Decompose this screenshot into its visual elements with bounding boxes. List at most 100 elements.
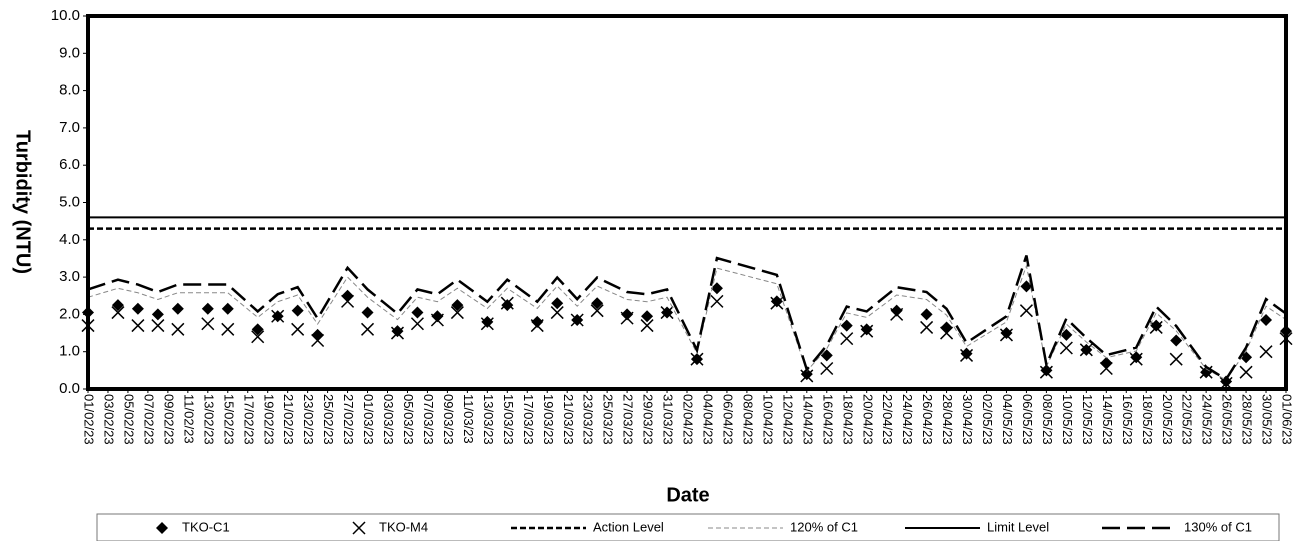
x-tick-label: 27/03/23 bbox=[621, 394, 636, 445]
diamond-marker bbox=[920, 308, 933, 321]
x-marker bbox=[1079, 343, 1093, 357]
x-marker bbox=[271, 309, 285, 323]
x-marker bbox=[221, 322, 235, 336]
diamond-marker bbox=[291, 304, 304, 317]
diamond-marker bbox=[890, 304, 903, 317]
x-tick-label: 26/05/23 bbox=[1220, 394, 1235, 445]
x-tick-label: 31/03/23 bbox=[661, 394, 676, 445]
y-tick-label: 9.0 bbox=[59, 44, 80, 61]
x-tick-label: 29/03/23 bbox=[641, 394, 656, 445]
x-marker bbox=[820, 361, 834, 376]
x-marker bbox=[131, 319, 145, 333]
y-tick-label: 10.0 bbox=[51, 7, 80, 24]
diamond-marker bbox=[431, 310, 444, 323]
x-marker bbox=[890, 307, 904, 321]
x-tick-label: 23/02/23 bbox=[301, 394, 316, 445]
x-marker bbox=[940, 326, 954, 340]
x-marker bbox=[660, 306, 674, 320]
diamond-marker bbox=[311, 328, 324, 341]
x-tick-label: 11/03/23 bbox=[461, 394, 476, 444]
x-tick-label: 06/05/23 bbox=[1020, 394, 1035, 445]
diamond-marker bbox=[710, 282, 723, 295]
diamond-marker bbox=[391, 325, 404, 338]
diamond-marker bbox=[1260, 313, 1273, 326]
x-marker bbox=[530, 319, 544, 333]
x-marker bbox=[1239, 365, 1253, 379]
diamond-marker bbox=[860, 323, 873, 336]
x-tick-label: 04/05/23 bbox=[1000, 394, 1015, 445]
x-marker bbox=[770, 296, 784, 310]
x-tick-label: 25/03/23 bbox=[601, 394, 616, 445]
diamond-marker bbox=[411, 306, 424, 319]
x-tick-label: 15/02/23 bbox=[221, 394, 236, 445]
x-tick-label: 06/04/23 bbox=[720, 394, 735, 445]
diamond-marker bbox=[1130, 351, 1143, 364]
x-tick-label: 20/04/23 bbox=[860, 394, 875, 445]
x-tick-label: 24/05/23 bbox=[1200, 394, 1215, 445]
x-tick-label: 02/05/23 bbox=[980, 394, 995, 445]
x-marker bbox=[390, 326, 405, 340]
x-tick-label: 09/02/23 bbox=[161, 394, 176, 445]
diamond-marker bbox=[151, 308, 164, 321]
x-tick-label: 13/02/23 bbox=[201, 394, 216, 445]
x-marker bbox=[920, 320, 934, 334]
x-marker bbox=[311, 333, 325, 348]
legend-label: Limit Level bbox=[987, 519, 1049, 534]
x-tick-label: 02/04/23 bbox=[681, 394, 696, 445]
x-marker bbox=[1149, 320, 1163, 334]
x-marker bbox=[291, 322, 305, 336]
x-tick-label: 19/03/23 bbox=[541, 394, 556, 445]
x-marker bbox=[1129, 352, 1143, 366]
x-tick-label: 05/03/23 bbox=[401, 394, 416, 445]
diamond-marker bbox=[960, 347, 973, 360]
x-marker bbox=[999, 328, 1014, 342]
x-marker bbox=[171, 322, 185, 336]
x-marker bbox=[480, 317, 494, 331]
x-marker bbox=[1059, 341, 1073, 355]
x-tick-label: 01/06/23 bbox=[1280, 394, 1295, 445]
x-marker bbox=[710, 294, 724, 308]
x-tick-label: 11/02/23 bbox=[181, 394, 196, 444]
legend-label: 130% of C1 bbox=[1184, 519, 1252, 534]
x-tick-label: 07/02/23 bbox=[141, 394, 156, 445]
y-tick-label: 4.0 bbox=[59, 231, 80, 248]
diamond-marker bbox=[111, 299, 124, 312]
diamond-marker bbox=[531, 315, 544, 328]
x-tick-label: 01/03/23 bbox=[361, 394, 376, 445]
diamond-marker bbox=[1000, 327, 1013, 340]
diamond-marker bbox=[940, 321, 953, 334]
diamond-marker bbox=[451, 299, 464, 312]
x-marker bbox=[430, 313, 444, 327]
diamond-marker bbox=[1060, 328, 1073, 341]
y-tick-label: 0.0 bbox=[59, 380, 80, 397]
x-tick-label: 04/04/23 bbox=[701, 394, 716, 445]
x-tick-label: 23/03/23 bbox=[581, 394, 596, 445]
diamond-marker bbox=[621, 308, 634, 321]
x-marker bbox=[1169, 352, 1183, 366]
diamond-marker bbox=[201, 302, 214, 315]
y-axis-title: Turbidity (NTU) bbox=[12, 130, 34, 274]
x-tick-label: 14/04/23 bbox=[800, 394, 815, 445]
y-tick-label: 7.0 bbox=[59, 119, 80, 136]
diamond-marker bbox=[1040, 364, 1053, 377]
x-tick-label: 16/04/23 bbox=[820, 394, 835, 445]
diamond-marker bbox=[481, 315, 494, 328]
x-marker bbox=[800, 369, 814, 383]
x-tick-label: 24/04/23 bbox=[900, 394, 915, 445]
x-tick-label: 20/05/23 bbox=[1160, 394, 1175, 445]
x-axis-title: Date bbox=[666, 484, 709, 506]
x-marker bbox=[550, 306, 564, 320]
legend-box bbox=[96, 513, 1280, 541]
x-marker bbox=[151, 319, 165, 333]
x-tick-label: 14/05/23 bbox=[1100, 394, 1115, 445]
x-marker bbox=[590, 304, 604, 318]
x-marker bbox=[251, 330, 265, 344]
x-marker bbox=[860, 324, 874, 338]
diamond-marker bbox=[171, 302, 184, 315]
x-marker bbox=[1099, 361, 1113, 376]
x-tick-label: 12/04/23 bbox=[780, 394, 795, 445]
x-tick-label: 17/02/23 bbox=[241, 394, 256, 445]
x-marker bbox=[500, 296, 514, 310]
x-tick-label: 08/04/23 bbox=[740, 394, 755, 445]
diamond-marker bbox=[1100, 356, 1113, 369]
